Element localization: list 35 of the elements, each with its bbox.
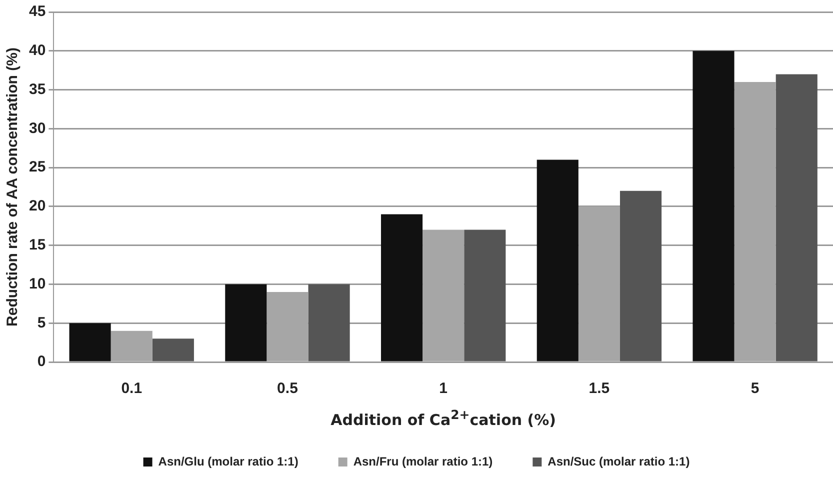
bar: [225, 284, 267, 362]
y-tick-label: 40: [28, 42, 46, 60]
x-tick-label: 1: [439, 380, 448, 398]
y-tick-label: 20: [28, 198, 46, 215]
y-tick-label: 0: [37, 353, 46, 370]
bar: [69, 323, 111, 362]
bar: [692, 50, 734, 362]
bar: [110, 330, 152, 362]
bar: [620, 190, 662, 362]
x-tick-label: 0.5: [277, 380, 298, 398]
y-tick-label: 35: [28, 80, 46, 98]
x-tick-label: 5: [750, 380, 760, 398]
y-tick-label: 45: [28, 3, 46, 20]
y-axis-title: Reduction rate of AA concentration (%): [4, 48, 22, 326]
legend-label: Asn/Glu (molar ratio 1:1): [158, 454, 298, 468]
bar: [422, 230, 464, 362]
bar: [308, 284, 350, 362]
y-tick-label: 10: [28, 275, 46, 292]
bar: [734, 82, 776, 362]
x-axis-title: Addition of Ca$^{2+}$cation (%): [330, 407, 556, 429]
legend-label: Asn/Suc (molar ratio 1:1): [548, 454, 690, 468]
y-tick-label: 30: [28, 120, 46, 137]
bar: [152, 338, 194, 362]
y-tick-label: 25: [28, 158, 46, 176]
y-tick-label: 5: [37, 314, 46, 332]
bar: [776, 74, 818, 362]
bar: [266, 292, 308, 362]
bar: [578, 206, 620, 362]
y-tick-label: 15: [28, 236, 46, 254]
x-tick-label: 1.5: [588, 380, 610, 398]
bar: [536, 160, 578, 362]
x-tick-label: 0.1: [121, 380, 142, 398]
legend-label: Asn/Fru (molar ratio 1:1): [353, 454, 493, 468]
bar: [464, 230, 506, 362]
bar: [380, 214, 423, 362]
